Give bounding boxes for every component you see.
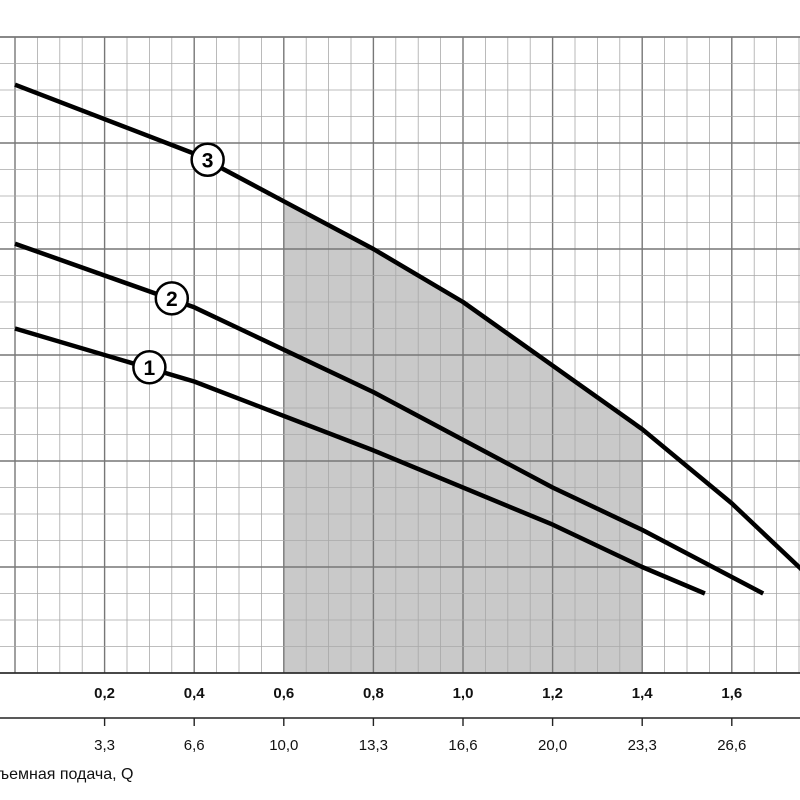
- x-tick-label-secondary: 23,3: [628, 737, 657, 754]
- x-tick-label-primary: 0,4: [184, 685, 206, 702]
- series-label-1: 1: [132, 350, 167, 385]
- x-tick-label-primary: 0,8: [363, 685, 384, 702]
- x-tick-label-primary: 1,4: [632, 685, 654, 702]
- series-label-text: 2: [166, 288, 178, 311]
- series-line-3: [14, 82, 800, 572]
- x-tick-label-secondary: 13,3: [359, 737, 388, 754]
- series-label-circle: [132, 350, 167, 385]
- series-label-text: 3: [202, 149, 214, 172]
- x-tick-label-primary: 0,2: [94, 685, 115, 702]
- series-label-text: 1: [144, 357, 156, 380]
- x-tick-label-secondary: 16,6: [448, 737, 477, 754]
- x-tick-label-secondary: 26,6: [717, 737, 746, 754]
- curve-markers: 1 2 3: [132, 142, 225, 385]
- series-label-3: 3: [190, 142, 225, 178]
- series-label-circle: [154, 281, 190, 316]
- x-tick-label-primary: 0,6: [273, 685, 294, 702]
- series-label-2: 2: [154, 281, 190, 316]
- x-tick-label-primary: 1,2: [542, 685, 563, 702]
- x-tick-label-secondary: 10,0: [269, 737, 298, 754]
- x-tick-label-primary: 1,0: [453, 685, 474, 702]
- axes: 0,20,40,60,81,01,21,41,61,83,36,610,013,…: [0, 672, 800, 754]
- series-label-circle: [190, 142, 225, 178]
- x-tick-label-primary: 1,6: [721, 685, 742, 702]
- x-tick-label-secondary: 20,0: [538, 737, 567, 754]
- x-tick-label-secondary: 3,3: [94, 737, 115, 754]
- x-tick-label-secondary: 6,6: [184, 737, 205, 754]
- x-axis-title: Объемная подача, Q: [0, 766, 133, 783]
